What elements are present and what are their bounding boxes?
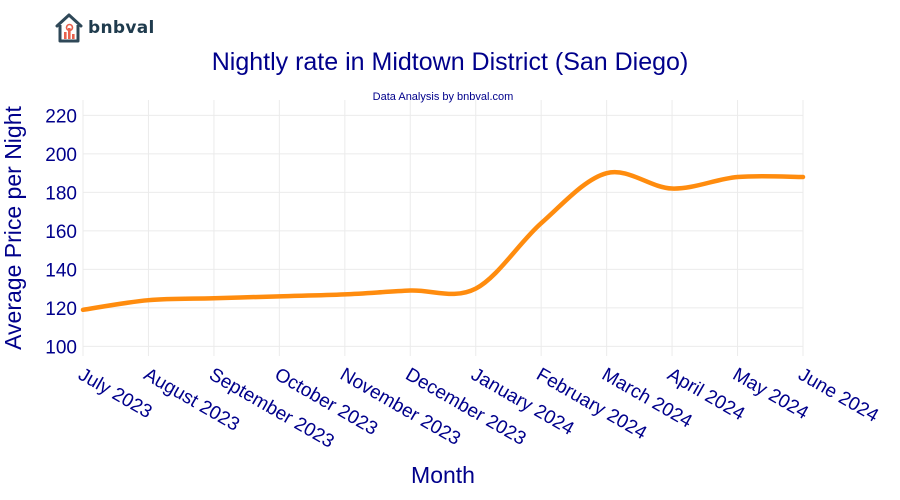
- y-tick-label: 220: [45, 106, 77, 127]
- house-chart-icon: [55, 13, 83, 43]
- y-tick-label: 120: [45, 299, 77, 320]
- brand-name: bnbval: [88, 18, 155, 38]
- chart-subtitle: Data Analysis by bnbval.com: [373, 91, 514, 103]
- y-tick-label: 180: [45, 183, 77, 204]
- y-tick-label: 140: [45, 260, 77, 281]
- y-axis-label: Average Price per Night: [0, 106, 26, 350]
- y-tick-label: 200: [45, 145, 77, 166]
- x-tick-label: June 2024: [795, 364, 883, 427]
- x-tick-label: February 2024: [533, 364, 651, 444]
- x-axis-label: Month: [411, 462, 475, 488]
- grid: [82, 100, 804, 356]
- series-layer: [80, 169, 806, 313]
- y-tick-label: 100: [45, 337, 77, 358]
- x-tick-label: July 2023: [75, 364, 156, 423]
- brand-logo: bnbval: [54, 12, 155, 44]
- y-axis-ticks: 100 120 140 160 180 200 220: [45, 106, 77, 358]
- chart-title: Nightly rate in Midtown District (San Di…: [212, 48, 689, 76]
- y-tick-label: 160: [45, 222, 77, 243]
- series-line: [80, 169, 806, 313]
